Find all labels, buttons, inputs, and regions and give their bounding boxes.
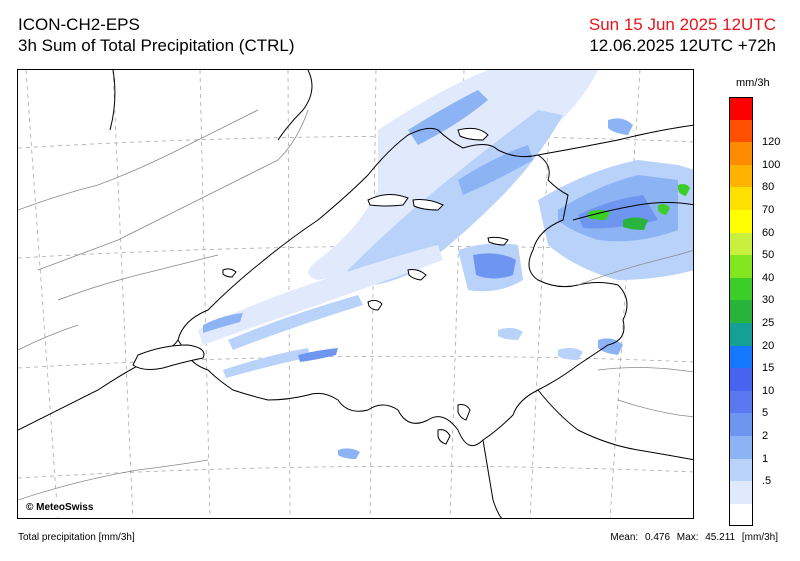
legend-label: 2: [762, 430, 769, 442]
legend-swatch: [729, 345, 753, 369]
mean-value: 0.476: [644, 532, 671, 543]
legend-label: 5: [762, 407, 769, 420]
legend-swatch: [729, 164, 753, 188]
title-block: ICON-CH2-EPS 3h Sum of Total Precipitati…: [18, 14, 295, 56]
legend-label: 1: [762, 452, 769, 465]
legend-label: 120: [762, 136, 781, 149]
legend-swatch: [729, 232, 753, 256]
legend-swatch: [729, 97, 753, 120]
legend-label: 25: [762, 317, 775, 329]
legend-swatch: [729, 368, 753, 391]
legend-swatch: [729, 119, 753, 143]
precipitation-map: © MeteoSwiss: [17, 69, 694, 519]
stats-unit: [mm/3h]: [741, 532, 778, 543]
legend-swatch: [729, 300, 753, 323]
run-time: 12.06.2025 12UTC +72h: [589, 36, 776, 55]
legend-swatch: [729, 277, 753, 301]
legend-label: .5: [762, 475, 772, 488]
legend-label: 100: [762, 158, 781, 171]
time-block: Sun 15 Jun 2025 12UTC 12.06.2025 12UTC +…: [589, 14, 776, 56]
precipitation-field: [198, 70, 693, 459]
legend-swatch: [729, 390, 753, 414]
legend-label: 15: [762, 362, 775, 375]
legend-label: 10: [762, 384, 775, 397]
legend-label: 50: [762, 249, 775, 262]
lakes: [132, 127, 509, 445]
legend-label: 80: [762, 181, 775, 194]
legend-swatch: [729, 481, 753, 504]
legend-unit: mm/3h: [736, 77, 770, 89]
footer-stats: Mean: 0.476 Max: 45.211 [mm/3h]: [606, 532, 778, 543]
legend-swatch: [729, 255, 753, 278]
legend-label: 30: [762, 294, 775, 307]
mean-label: Mean:: [610, 532, 639, 543]
legend-swatch: [729, 436, 753, 459]
model-name: ICON-CH2-EPS: [18, 15, 140, 34]
footer-description: Total precipitation [mm/3h]: [18, 532, 135, 543]
country-borders: [18, 70, 693, 518]
regional-borders: [18, 109, 693, 501]
legend-swatch: [729, 458, 753, 482]
product-name: 3h Sum of Total Precipitation (CTRL): [18, 36, 295, 55]
legend-swatch: [729, 142, 753, 165]
map-canvas: [18, 70, 693, 518]
legend-swatch: [729, 413, 753, 436]
legend-swatch: [729, 503, 753, 527]
legend-swatch: [729, 323, 753, 346]
max-value: 45.211: [705, 532, 736, 543]
valid-time: Sun 15 Jun 2025 12UTC: [588, 15, 776, 34]
legend-label: 20: [762, 339, 775, 352]
legend-label: 40: [762, 271, 775, 284]
legend-label: 70: [762, 204, 775, 216]
legend-swatch: [729, 187, 753, 210]
max-label: Max:: [676, 532, 699, 543]
legend-swatch: [729, 210, 753, 233]
meteoswiss-credit: © MeteoSwiss: [24, 501, 96, 514]
legend-label: 60: [762, 226, 775, 239]
